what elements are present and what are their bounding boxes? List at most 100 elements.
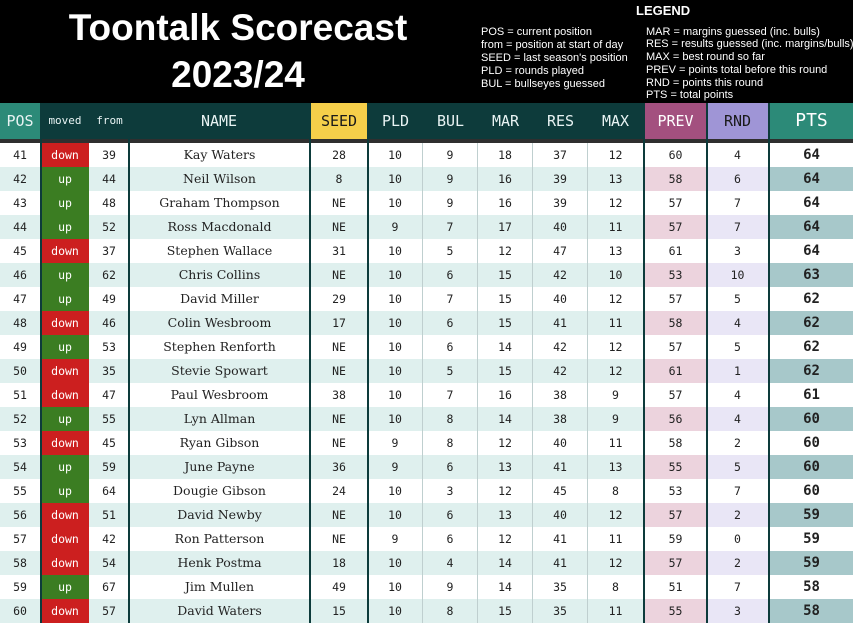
cell-moved: up xyxy=(41,479,89,503)
cell-pts: 59 xyxy=(803,531,820,547)
table-row[interactable]: 60 down 57 David Waters 15 10 8 15 35 11 55 3 58 xyxy=(0,599,853,623)
table-row[interactable]: 58 down 54 Henk Postma 18 10 4 14 41 12 57 2 59 xyxy=(0,551,853,575)
cell-rnd: 4 xyxy=(734,148,741,162)
cell-moved: down xyxy=(41,551,89,575)
column-header-res[interactable]: RES xyxy=(546,112,575,130)
cell-moved: up xyxy=(41,335,89,359)
column-header-bul[interactable]: BUL xyxy=(436,112,465,130)
cell-from: 44 xyxy=(90,167,128,191)
table-row[interactable]: 48 down 46 Colin Wesbroom 17 10 6 15 41 11 58 4 62 xyxy=(0,311,853,335)
cell-moved: down xyxy=(41,311,89,335)
cell-prev: 60 xyxy=(668,148,683,162)
cell-bul: 9 xyxy=(446,148,454,162)
cell-res: 40 xyxy=(553,436,567,450)
cell-res: 39 xyxy=(553,172,567,186)
column-header-from[interactable]: from xyxy=(96,114,123,127)
table-row[interactable]: 47 up 49 David Miller 29 10 7 15 40 12 57 5 62 xyxy=(0,287,853,311)
table-row[interactable]: 49 up 53 Stephen Renforth NE 10 6 14 42 12 57 5 62 xyxy=(0,335,853,359)
cell-bul: 6 xyxy=(446,340,454,354)
cell-from: 64 xyxy=(102,484,116,498)
cell-seed: NE xyxy=(332,340,346,354)
cell-pos: 52 xyxy=(0,407,40,431)
column-header-prev[interactable]: PREV xyxy=(645,103,706,139)
cell-bul: 7 xyxy=(446,388,454,402)
cell-pos: 58 xyxy=(0,551,40,575)
cell-prev: 58 xyxy=(645,167,706,191)
table-row[interactable]: 44 up 52 Ross Macdonald NE 9 7 17 40 11 57 7 64 xyxy=(0,215,853,239)
cell-rnd: 4 xyxy=(707,407,768,431)
cell-name: Ron Patterson xyxy=(174,531,265,546)
table-row[interactable]: 56 down 51 David Newby NE 10 6 13 40 12 57 2 59 xyxy=(0,503,853,527)
cell-pos: 47 xyxy=(13,292,27,306)
cell-rnd: 1 xyxy=(707,359,768,383)
table-row[interactable]: 52 up 55 Lyn Allman NE 10 8 14 38 9 56 4 60 xyxy=(0,407,853,431)
cell-bul: 9 xyxy=(446,196,454,210)
cell-bul: 9 xyxy=(446,580,454,594)
column-divider xyxy=(422,143,423,623)
cell-prev: 59 xyxy=(668,532,683,546)
column-header-mar[interactable]: MAR xyxy=(491,112,520,130)
cell-moved: up xyxy=(41,455,89,479)
cell-seed: 28 xyxy=(332,148,346,162)
cell-mar: 18 xyxy=(498,148,512,162)
cell-mar: 14 xyxy=(498,340,512,354)
cell-pld: 10 xyxy=(388,556,402,570)
cell-mar: 16 xyxy=(498,172,512,186)
cell-pld: 10 xyxy=(388,172,402,186)
cell-moved: down xyxy=(41,599,89,623)
cell-pts: 60 xyxy=(803,483,820,499)
column-divider xyxy=(587,143,588,623)
cell-pts: 58 xyxy=(803,579,820,595)
cell-rnd: 2 xyxy=(734,436,741,450)
cell-from: 47 xyxy=(102,388,116,402)
legend-title: LEGEND xyxy=(636,3,691,18)
cell-bul: 8 xyxy=(446,604,454,618)
table-row[interactable]: 55 up 64 Dougie Gibson 24 10 3 12 45 8 53 7 60 xyxy=(0,479,853,503)
table-row[interactable]: 59 up 67 Jim Mullen 49 10 9 14 35 8 51 7 58 xyxy=(0,575,853,599)
header-separator xyxy=(0,139,853,143)
cell-bul: 9 xyxy=(446,172,454,186)
column-header-pts[interactable]: PTS xyxy=(770,103,853,139)
cell-prev: 51 xyxy=(668,580,683,594)
column-header-pld[interactable]: PLD xyxy=(381,112,410,130)
cell-from: 53 xyxy=(102,340,116,354)
table-row[interactable]: 43 up 48 Graham Thompson NE 10 9 16 39 12 57 7 64 xyxy=(0,191,853,215)
table-row[interactable]: 54 up 59 June Payne 36 9 6 13 41 13 55 5 60 xyxy=(0,455,853,479)
cell-from: 46 xyxy=(90,311,128,335)
cell-max: 12 xyxy=(608,292,623,306)
table-row[interactable]: 57 down 42 Ron Patterson NE 9 6 12 41 11 59 0 59 xyxy=(0,527,853,551)
column-header-max[interactable]: MAX xyxy=(601,112,630,130)
cell-prev: 58 xyxy=(668,436,683,450)
cell-from: 35 xyxy=(90,359,128,383)
cell-name: Stephen Wallace xyxy=(166,243,273,258)
table-row[interactable]: 41 down 39 Kay Waters 28 10 9 18 37 12 60 4 64 xyxy=(0,143,853,167)
cell-bul: 6 xyxy=(446,316,454,330)
cell-prev: 57 xyxy=(645,503,706,527)
column-header-rnd[interactable]: RND xyxy=(707,103,768,139)
cell-mar: 14 xyxy=(498,556,512,570)
column-header-moved[interactable]: moved xyxy=(48,114,82,127)
cell-pos: 55 xyxy=(13,484,27,498)
legend-pld: PLD = rounds played xyxy=(481,65,585,77)
table-row[interactable]: 50 down 35 Stevie Spowart NE 10 5 15 42 12 61 1 62 xyxy=(0,359,853,383)
column-header-name[interactable]: NAME xyxy=(200,112,238,130)
cell-from: 48 xyxy=(102,196,116,210)
column-divider xyxy=(706,103,708,623)
table-row[interactable]: 42 up 44 Neil Wilson 8 10 9 16 39 13 58 6 64 xyxy=(0,167,853,191)
cell-seed: NE xyxy=(332,412,346,426)
cell-seed: 49 xyxy=(332,580,346,594)
cell-seed: 31 xyxy=(332,244,346,258)
cell-res: 35 xyxy=(553,580,567,594)
table-row[interactable]: 45 down 37 Stephen Wallace 31 10 5 12 47 13 61 3 64 xyxy=(0,239,853,263)
table-row[interactable]: 51 down 47 Paul Wesbroom 38 10 7 16 38 9 57 4 61 xyxy=(0,383,853,407)
table-row[interactable]: 53 down 45 Ryan Gibson NE 9 8 12 40 11 58 2 60 xyxy=(0,431,853,455)
table-row[interactable]: 46 up 62 Chris Collins NE 10 6 15 42 10 53 10 63 xyxy=(0,263,853,287)
column-header-seed[interactable]: SEED xyxy=(311,103,367,139)
cell-pos: 53 xyxy=(13,436,27,450)
cell-mar: 13 xyxy=(498,460,512,474)
column-header-pos[interactable]: POS xyxy=(0,103,40,139)
cell-res: 41 xyxy=(553,460,567,474)
cell-seed: 36 xyxy=(332,460,346,474)
cell-seed: NE xyxy=(332,220,346,234)
cell-mar: 12 xyxy=(498,244,512,258)
